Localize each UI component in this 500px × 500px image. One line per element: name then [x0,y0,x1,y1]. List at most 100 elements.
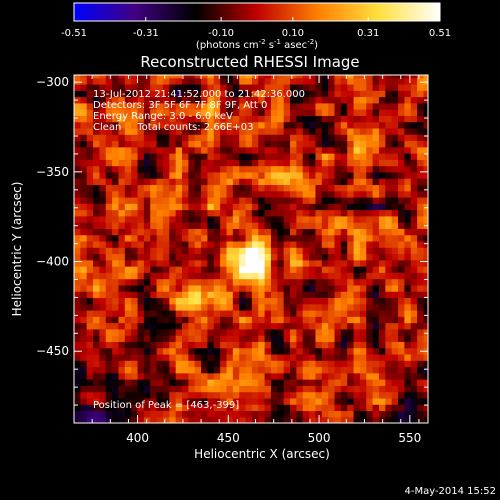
heatmap-cell [391,109,399,116]
heatmap-cell [188,353,196,361]
heatmap-cell [264,215,272,223]
heatmap-cell [105,140,113,148]
heatmap-cell [372,165,380,173]
heatmap-cell [372,159,380,167]
heatmap-cell [74,247,81,255]
heatmap-cell [378,190,386,198]
heatmap-cell [366,146,374,154]
heatmap-cell [347,96,355,104]
heatmap-cell [251,109,259,116]
heatmap-cell [137,397,145,405]
heatmap-cell [162,90,170,98]
heatmap-cell [93,171,101,179]
heatmap-cell [239,259,247,267]
heatmap-cell [169,266,177,273]
heatmap-cell [385,347,393,355]
heatmap-cell [258,416,266,423]
heatmap-cell [86,196,94,204]
heatmap-cell [143,83,151,91]
heatmap-cell [118,404,126,412]
heatmap-cell [334,102,342,110]
colorbar-ticks: -0.51 -0.31 -0.10 0.10 0.31 0.51 [61,17,451,39]
heatmap-cell [80,171,88,179]
heatmap-cell [99,297,107,305]
heatmap-cell [321,190,329,198]
heatmap-cell [93,240,101,248]
heatmap-cell [258,121,266,129]
heatmap-cell [283,109,291,116]
heatmap-cell [404,209,412,217]
heatmap-cell [270,397,278,405]
heatmap-cell [264,203,272,211]
heatmap-cell [143,153,151,160]
heatmap-cell [124,347,132,355]
heatmap-cell [258,322,266,330]
heatmap-cell [150,266,158,273]
heatmap-cell [296,328,304,336]
heatmap-cell [74,146,81,154]
heatmap-cell [309,366,317,374]
heatmap-cell [372,291,380,299]
heatmap-cell [245,77,253,85]
annotation-block: 13-Jul-2012 21:41:52.000 to 21:42:36.000… [93,89,305,133]
heatmap-cell [359,240,367,248]
heatmap-cell [156,228,164,236]
heatmap-cell [334,372,342,380]
heatmap-cell [175,196,183,204]
heatmap-cell [213,416,221,423]
heatmap-cell [105,397,113,405]
heatmap-cell [131,90,139,98]
heatmap-cell [359,184,367,192]
heatmap-cell [296,77,304,85]
heatmap-cell [207,297,215,305]
heatmap-cell [302,77,310,85]
heatmap-cell [105,309,113,317]
heatmap-cell [194,109,202,116]
heatmap-cell [93,75,101,79]
heatmap-cell [328,203,336,211]
heatmap-cell [353,165,361,173]
heatmap-cell [118,90,126,98]
heatmap-cell [283,366,291,374]
heatmap-cell [398,272,405,280]
heatmap-cell [194,178,202,186]
heatmap-cell [391,184,399,192]
heatmap-cell [207,272,215,280]
heatmap-cell [270,140,278,148]
heatmap-cell [296,102,304,110]
heatmap-cell [169,83,177,91]
heatmap-cell [353,228,361,236]
heatmap-cell [296,259,304,267]
heatmap-cell [182,404,189,412]
heatmap-cell [201,96,209,104]
heatmap-cell [340,234,348,242]
heatmap-cell [340,385,348,393]
heatmap-cell [162,159,170,167]
heatmap-cell [391,297,399,305]
heatmap-cell [328,140,336,148]
heatmap-cell [150,410,158,418]
heatmap-cell [264,278,272,286]
heatmap-cell [302,209,310,217]
heatmap-cell [131,266,139,273]
heatmap-cell [417,341,425,349]
heatmap-cell [201,165,209,173]
heatmap-cell [347,165,355,173]
heatmap-cell [340,335,348,342]
heatmap-cell [302,385,310,393]
heatmap-cell [105,266,113,273]
heatmap-cell [182,372,189,380]
heatmap-cell [334,353,342,361]
heatmap-cell [182,253,189,261]
heatmap-cell [175,146,183,154]
heatmap-cell [296,90,304,98]
heatmap-cell [124,353,132,361]
heatmap-cell [86,222,94,229]
heatmap-cell [137,297,145,305]
heatmap-cell [124,266,132,273]
heatmap-cell [156,353,164,361]
heatmap-cell [423,416,428,423]
colorbar-tick-label: -0.10 [208,28,234,39]
heatmap-cell [112,109,120,116]
heatmap-cell [321,184,329,192]
